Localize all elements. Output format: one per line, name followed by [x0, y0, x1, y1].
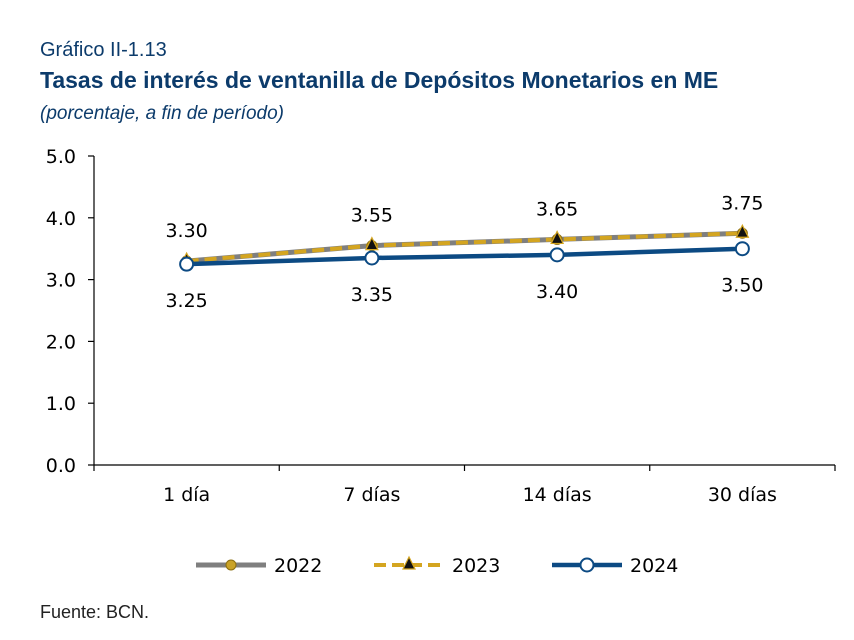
- point-2024: [179, 256, 195, 272]
- y-tick-label: 5.0: [46, 146, 76, 168]
- legend-label-2023: 2023: [452, 555, 500, 577]
- legend-marker-2024: [579, 557, 595, 573]
- y-tick-label: 2.0: [46, 331, 76, 353]
- legend-label-2024: 2024: [630, 555, 678, 577]
- data-label-upper: 3.65: [536, 198, 578, 220]
- y-tick-label: 3.0: [46, 270, 76, 292]
- point-2023: [735, 223, 750, 238]
- data-label-lower: 3.40: [536, 281, 578, 303]
- chart-number: Gráfico II-1.13: [40, 39, 167, 61]
- legend-marker-2023: [402, 555, 416, 570]
- data-label-lower: 3.25: [165, 290, 207, 312]
- source-note: Fuente: BCN.: [40, 602, 150, 622]
- data-label-lower: 3.50: [721, 275, 763, 297]
- x-tick-label: 1 día: [163, 484, 210, 506]
- data-label-upper: 3.30: [165, 220, 207, 242]
- x-tick-label: 30 días: [708, 484, 777, 506]
- data-label-upper: 3.55: [351, 205, 393, 227]
- data-label-upper: 3.75: [721, 192, 763, 214]
- y-tick-label: 0.0: [46, 455, 76, 477]
- legend-label-2022: 2022: [274, 555, 322, 577]
- x-tick-label: 14 días: [523, 484, 592, 506]
- y-tick-label: 4.0: [46, 208, 76, 230]
- point-2023: [364, 236, 379, 251]
- chart-subtitle: (porcentaje, a fin de período): [40, 103, 284, 124]
- legend-marker-2022: [225, 559, 237, 571]
- series-line-2023: [186, 231, 743, 264]
- chart-header: Gráfico II-1.13 Tasas de interés de vent…: [40, 38, 840, 126]
- series-line-2024: [186, 246, 743, 267]
- line-chart: 0.0 1.0 2.0 3.0 4.0 5.0 1 día 7 días 14 días 30 d…: [46, 146, 836, 577]
- chart-title: Tasas de interés de ventanilla de Depósi…: [40, 67, 719, 93]
- data-label-lower: 3.35: [351, 284, 393, 306]
- point-2024: [734, 241, 750, 257]
- point-2024: [549, 247, 565, 263]
- x-tick-label: 7 días: [343, 484, 400, 506]
- point-2023: [550, 230, 565, 245]
- point-2024: [364, 250, 380, 266]
- y-tick-label: 1.0: [46, 393, 76, 415]
